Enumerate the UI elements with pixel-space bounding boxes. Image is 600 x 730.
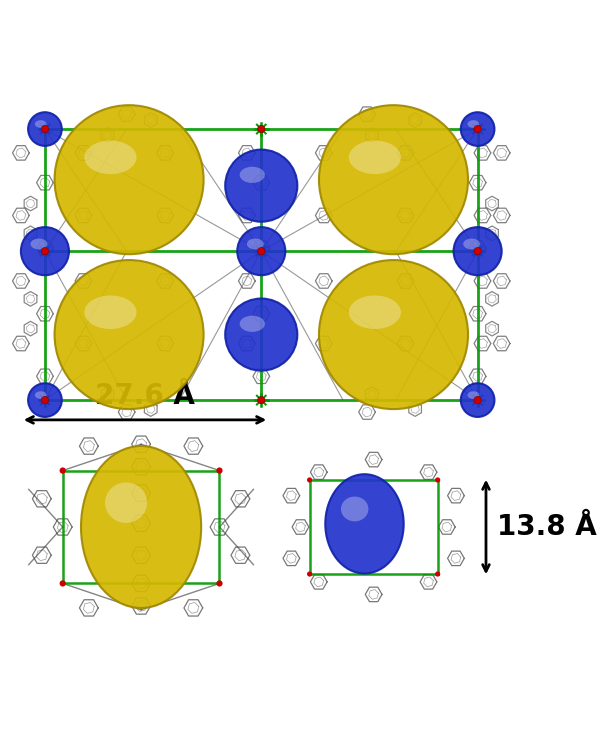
Ellipse shape	[349, 296, 401, 329]
Ellipse shape	[461, 112, 494, 146]
Ellipse shape	[28, 383, 62, 417]
Ellipse shape	[461, 383, 494, 417]
Ellipse shape	[105, 483, 147, 523]
Text: 13.8 Å: 13.8 Å	[497, 513, 597, 541]
Ellipse shape	[325, 474, 404, 574]
Circle shape	[435, 477, 440, 483]
Ellipse shape	[85, 141, 137, 174]
Circle shape	[307, 477, 312, 483]
Ellipse shape	[55, 105, 203, 254]
Text: 27.6 Å: 27.6 Å	[95, 383, 195, 410]
Circle shape	[41, 396, 49, 404]
Ellipse shape	[237, 227, 286, 275]
Circle shape	[474, 247, 481, 255]
Ellipse shape	[81, 446, 201, 608]
Ellipse shape	[341, 496, 368, 521]
Circle shape	[217, 580, 223, 587]
Ellipse shape	[28, 112, 62, 146]
Ellipse shape	[319, 105, 468, 254]
Ellipse shape	[35, 120, 47, 128]
Ellipse shape	[225, 299, 298, 371]
Circle shape	[257, 396, 265, 404]
Circle shape	[307, 572, 312, 577]
Circle shape	[257, 126, 265, 133]
Circle shape	[474, 396, 481, 404]
Ellipse shape	[349, 141, 401, 174]
Ellipse shape	[21, 227, 69, 275]
Ellipse shape	[85, 296, 137, 329]
Circle shape	[435, 572, 440, 577]
Ellipse shape	[239, 166, 265, 183]
Circle shape	[257, 247, 265, 255]
Ellipse shape	[55, 260, 203, 409]
Ellipse shape	[225, 150, 298, 222]
Circle shape	[59, 467, 66, 474]
Ellipse shape	[247, 239, 263, 250]
Ellipse shape	[467, 391, 479, 399]
Circle shape	[217, 467, 223, 474]
Ellipse shape	[454, 227, 502, 275]
Circle shape	[474, 126, 481, 133]
Ellipse shape	[319, 260, 468, 409]
Ellipse shape	[35, 391, 47, 399]
Circle shape	[59, 580, 66, 587]
Ellipse shape	[463, 239, 480, 250]
Circle shape	[41, 247, 49, 255]
Ellipse shape	[31, 239, 47, 250]
Ellipse shape	[467, 120, 479, 128]
Circle shape	[41, 126, 49, 133]
Ellipse shape	[239, 315, 265, 332]
